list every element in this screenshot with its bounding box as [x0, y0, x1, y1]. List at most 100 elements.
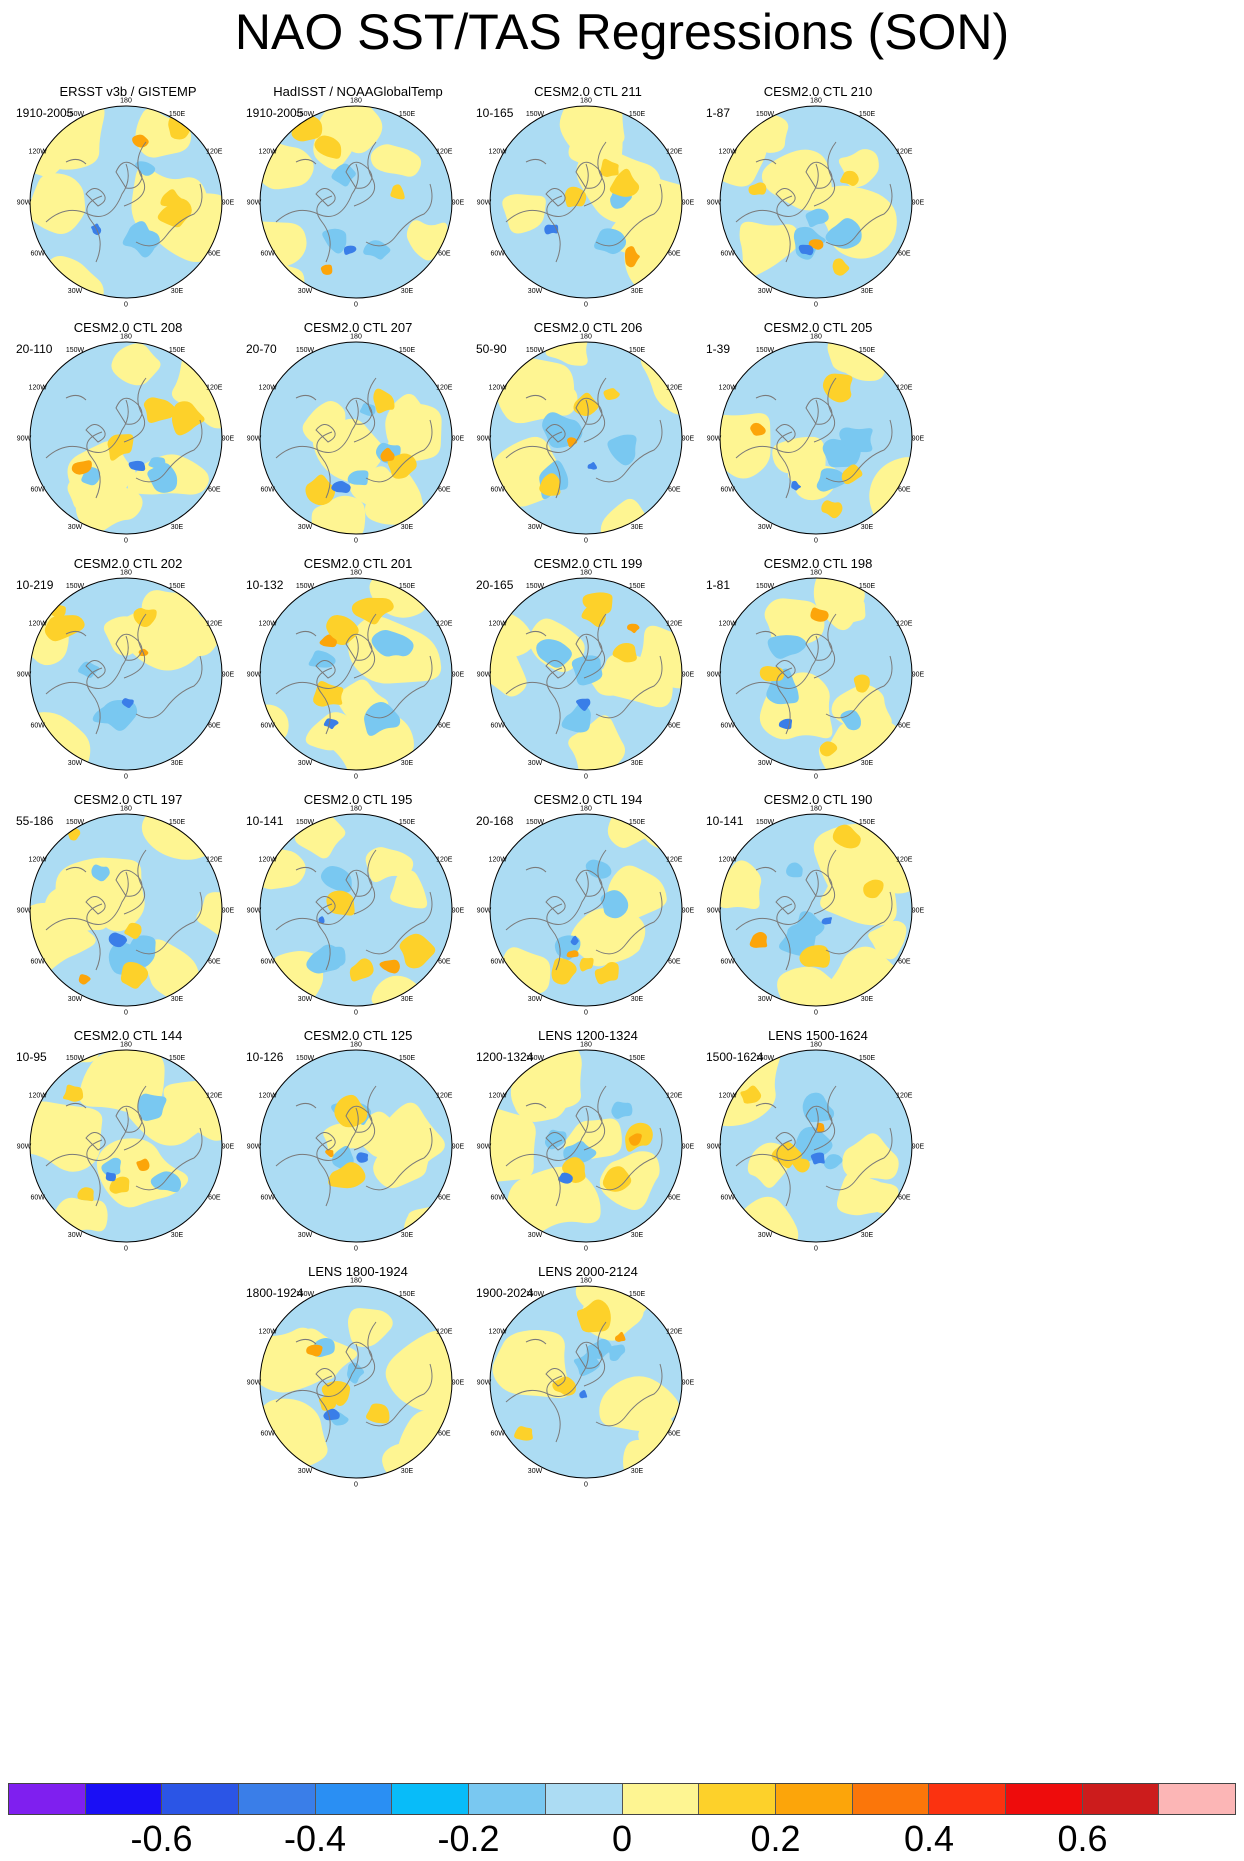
polar-stereographic-map: 180 150E 120E 90E 60E 30E 0 30W 60W 90W 120W 150W: [477, 1278, 695, 1489]
map-boundary: [489, 105, 683, 299]
longitude-label: 60E: [208, 959, 221, 966]
longitude-label: 90E: [222, 200, 235, 207]
map-panel: 180 150E 120E 90E 60E 30E 0 30W 60W 90W 120W 150W CE…: [0, 1028, 258, 1290]
map-panel: 180 150E 120E 90E 60E 30E 0 30W 60W 90W 120W 150W CE…: [458, 84, 718, 346]
map-boundary: [719, 105, 913, 299]
longitude-label: 180: [350, 806, 362, 813]
longitude-label: 150W: [66, 583, 85, 590]
map-boundary: [489, 341, 683, 535]
anomaly-field: [30, 342, 222, 534]
colorbar-box: [469, 1784, 546, 1814]
polar-stereographic-map: 180 150E 120E 90E 60E 30E 0 30W 60W 90W 120W 150W: [247, 1042, 465, 1253]
longitude-label: 30W: [528, 996, 543, 1003]
longitude-label: 90W: [477, 672, 492, 679]
longitude-label: 180: [810, 570, 822, 577]
longitude-label: 30E: [171, 1232, 184, 1239]
longitude-label: 150E: [169, 1055, 186, 1062]
longitude-label: 150W: [526, 1291, 545, 1298]
longitude-label: 120E: [666, 1093, 683, 1100]
longitude-label: 120W: [489, 385, 508, 392]
panel-title: CESM2.0 CTL 198: [763, 556, 873, 571]
longitude-label: 120E: [436, 1329, 453, 1336]
longitude-label: 60W: [490, 723, 505, 730]
longitude-label: 0: [354, 1010, 358, 1017]
coastlines: [275, 141, 433, 263]
longitude-label: 180: [580, 1278, 592, 1285]
longitude-label: 150E: [629, 1055, 646, 1062]
longitude-label: 180: [120, 1042, 132, 1049]
anomaly-field: [490, 106, 682, 298]
longitude-label: 120W: [719, 1093, 738, 1100]
coastlines: [45, 613, 203, 735]
map-panel: 180 150E 120E 90E 60E 30E 0 30W 60W 90W 120W 150W CE…: [228, 792, 488, 1054]
panel-title: CESM2.0 CTL 197: [73, 792, 183, 807]
panel-title: CESM2.0 CTL 202: [73, 556, 183, 571]
map-boundary: [259, 813, 453, 1007]
polar-stereographic-map: 180 150E 120E 90E 60E 30E 0 30W 60W 90W 120W 150W: [707, 334, 925, 545]
longitude-label: 150W: [66, 347, 85, 354]
longitude-label: 150W: [756, 347, 775, 354]
longitude-label: 60W: [260, 959, 275, 966]
longitude-label: 150W: [296, 1055, 315, 1062]
longitude-label: 120W: [719, 149, 738, 156]
panel-title: CESM2.0 CTL 211: [534, 84, 642, 99]
longitude-label: 90W: [707, 1144, 722, 1151]
longitude-label: 150W: [756, 1055, 775, 1062]
longitude-label: 90E: [682, 1380, 695, 1387]
longitude-label: 0: [354, 1482, 358, 1489]
longitude-label: 30E: [861, 524, 874, 531]
map-boundary: [29, 813, 223, 1007]
longitude-label: 120E: [896, 149, 913, 156]
longitude-label: 30E: [861, 288, 874, 295]
map-panel: 180 150E 120E 90E 60E 30E 0 30W 60W 90W 120W 150W CE…: [0, 792, 258, 1054]
longitude-label: 60E: [208, 723, 221, 730]
longitude-label: 90E: [912, 436, 925, 443]
panel-period: 10-132: [246, 578, 284, 592]
longitude-label: 0: [584, 538, 588, 545]
longitude-label: 90W: [17, 1144, 32, 1151]
longitude-label: 120W: [489, 1329, 508, 1336]
longitude-label: 0: [814, 774, 818, 781]
longitude-label: 150E: [169, 583, 186, 590]
longitude-label: 30E: [401, 288, 414, 295]
coastlines: [735, 141, 893, 263]
longitude-label: 0: [124, 538, 128, 545]
coastlines: [275, 849, 433, 971]
longitude-label: 120E: [206, 857, 223, 864]
colorbar-tick-label: 0.4: [903, 1818, 955, 1859]
longitude-label: 180: [580, 334, 592, 341]
longitude-label: 180: [350, 1042, 362, 1049]
longitude-label: 30E: [631, 524, 644, 531]
longitude-label: 90E: [912, 908, 925, 915]
longitude-label: 120E: [436, 385, 453, 392]
longitude-label: 90E: [682, 1144, 695, 1151]
longitude-label: 150W: [526, 111, 545, 118]
longitude-label: 30E: [631, 760, 644, 767]
polar-stereographic-map: 180 150E 120E 90E 60E 30E 0 30W 60W 90W 120W 150W: [477, 334, 695, 545]
longitude-label: 150W: [296, 583, 315, 590]
longitude-label: 90E: [222, 908, 235, 915]
longitude-label: 30W: [68, 1232, 83, 1239]
longitude-label: 30W: [298, 760, 313, 767]
longitude-label: 90E: [452, 908, 465, 915]
longitude-label: 90W: [477, 200, 492, 207]
polar-stereographic-map: 180 150E 120E 90E 60E 30E 0 30W 60W 90W 120W 150W: [17, 1042, 235, 1253]
panel-title: CESM2.0 CTL 208: [73, 320, 183, 335]
longitude-label: 60W: [720, 959, 735, 966]
longitude-label: 150W: [66, 1055, 85, 1062]
longitude-label: 60E: [668, 723, 681, 730]
longitude-label: 60W: [490, 1195, 505, 1202]
longitude-label: 90E: [682, 436, 695, 443]
colorbar-box: [699, 1784, 776, 1814]
polar-stereographic-map: 180 150E 120E 90E 60E 30E 0 30W 60W 90W 120W 150W: [477, 806, 695, 1017]
anomaly-field: [260, 814, 452, 1006]
panel-title: CESM2.0 CTL 206: [533, 320, 643, 335]
longitude-label: 60W: [30, 487, 45, 494]
panel-period: 10-141: [706, 814, 744, 828]
longitude-label: 60E: [438, 959, 451, 966]
longitude-label: 120E: [896, 385, 913, 392]
panel-period: 10-95: [16, 1050, 47, 1064]
longitude-label: 90W: [707, 672, 722, 679]
longitude-label: 180: [810, 98, 822, 105]
map-panel: 180 150E 120E 90E 60E 30E 0 30W 60W 90W 120W 150W LE…: [228, 1264, 488, 1526]
